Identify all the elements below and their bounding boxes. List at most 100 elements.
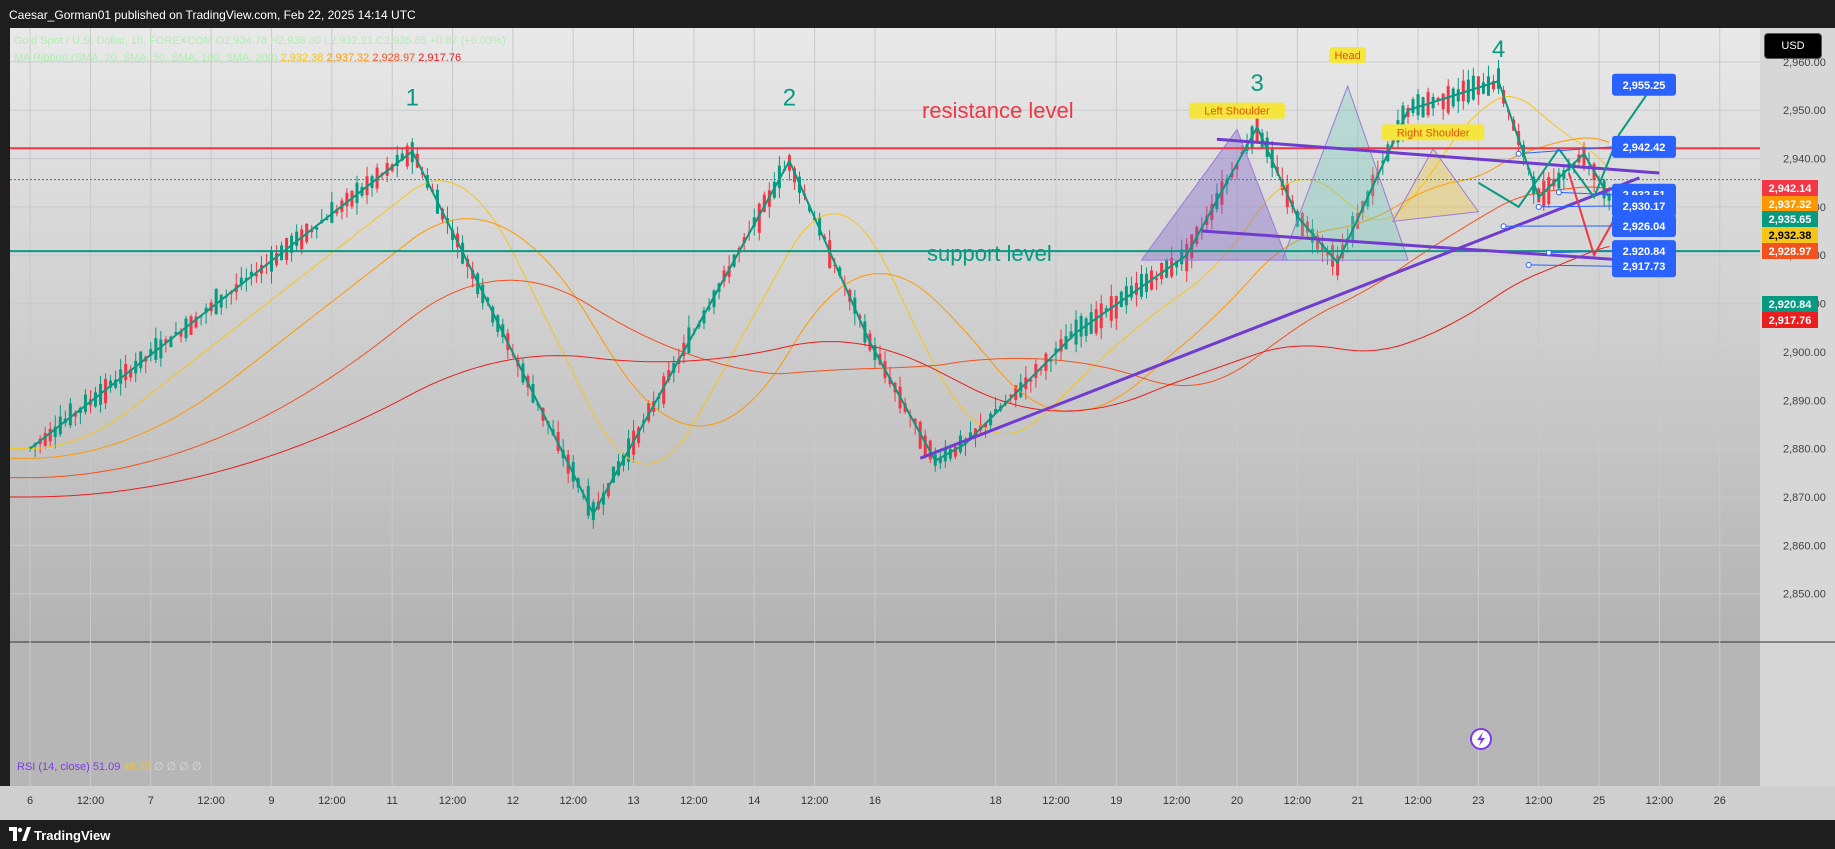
candle-body — [853, 297, 857, 314]
wave-label-4: 4 — [1492, 36, 1505, 63]
x-tick-label: 7 — [148, 795, 154, 807]
x-tick-label: 12:00 — [1404, 795, 1432, 807]
candle-body — [1497, 68, 1501, 89]
callout-anchor — [1500, 223, 1507, 230]
y-tick-label: 2,880.00 — [1783, 444, 1826, 456]
candle-body — [154, 338, 158, 360]
x-tick-label: 12:00 — [439, 795, 467, 807]
candle-body — [777, 165, 781, 189]
candle-body — [1034, 364, 1038, 379]
candle-body — [1160, 262, 1164, 279]
price-chart[interactable]: 2,850.00 2,860.00 2,870.00 2,880.00 2,890.00… — [0, 28, 1835, 820]
candle-body — [1336, 255, 1340, 276]
candle-body — [194, 316, 198, 328]
candle-body — [662, 376, 666, 405]
left-shoulder-shape — [1140, 128, 1289, 261]
candle-body — [1270, 148, 1274, 168]
lightning-icon — [1470, 728, 1492, 750]
candle-body — [818, 216, 822, 236]
ma-50-line — [10, 137, 1610, 459]
publisher-bar: Caesar_Gorman01 published on TradingView… — [0, 0, 1835, 28]
callout-box — [1612, 195, 1676, 218]
lower-neckline — [1201, 229, 1660, 264]
wave-label-3: 3 — [1250, 70, 1263, 97]
y-tick-label: 2,940.00 — [1783, 154, 1826, 166]
price-badge — [1762, 243, 1818, 259]
candle-body — [68, 403, 72, 426]
price-badge-label: 2,937.32 — [1769, 199, 1812, 211]
right-shoulder-label: Right Shoulder — [1397, 127, 1470, 139]
callout-label: 2,930.17 — [1623, 201, 1666, 213]
callout-anchor — [1525, 261, 1532, 268]
x-tick-label: 12:00 — [1525, 795, 1553, 807]
candle-body — [707, 306, 711, 310]
symbol-title: Gold Spot / U.S. Dollar, 1h, FOREXCOM — [14, 35, 213, 47]
candle-body — [752, 217, 756, 227]
candle-body — [1134, 282, 1138, 295]
right-shoulder-label-box — [1381, 124, 1485, 141]
candle-body — [1421, 97, 1425, 118]
candle-body — [330, 202, 334, 223]
y-tick-label: 2,950.00 — [1783, 105, 1826, 117]
candle-body — [1104, 308, 1108, 311]
symbol-legend: Gold Spot / U.S. Dollar, 1h, FOREXCOM O2… — [14, 35, 506, 47]
candle-body — [742, 237, 746, 244]
candle-body — [93, 392, 97, 407]
candle-body — [385, 162, 389, 176]
price-badge — [1762, 211, 1818, 227]
x-tick-label: 11 — [386, 795, 397, 807]
x-tick-label: 23 — [1472, 795, 1484, 807]
x-tick-label: 12 — [507, 795, 519, 807]
candle-body — [1310, 228, 1314, 243]
x-tick-label: 12:00 — [197, 795, 225, 807]
candle-body — [727, 266, 731, 278]
x-tick-label: 6 — [27, 795, 33, 807]
price-badge — [1762, 296, 1818, 312]
left-border — [0, 28, 10, 786]
candle-body — [1084, 318, 1088, 336]
resistance-level-label: resistance level — [922, 98, 1074, 123]
candle-body — [828, 240, 832, 269]
callout-box — [1612, 73, 1676, 96]
candle-body — [1411, 99, 1415, 113]
candle-body — [1481, 82, 1485, 94]
right-shoulder-shape — [1391, 147, 1480, 222]
x-tick-label: 21 — [1352, 795, 1364, 807]
x-tick-label: 16 — [869, 795, 881, 807]
x-tick-label: 12:00 — [1163, 795, 1191, 807]
wave-label-1: 1 — [406, 84, 419, 111]
candle-body — [1170, 258, 1174, 277]
candle-body — [239, 277, 243, 286]
price-badge — [1762, 196, 1818, 212]
candle-body — [325, 218, 329, 221]
callout-box — [1612, 255, 1676, 278]
candle-body — [913, 418, 917, 425]
ma-20-line — [10, 95, 1610, 465]
candle-body — [335, 209, 339, 214]
callout-leader — [1548, 250, 1613, 254]
candle-body — [923, 435, 927, 456]
candle-body — [1300, 213, 1304, 236]
tradingview-brand: TradingView — [34, 828, 111, 843]
candle-body — [310, 229, 314, 233]
price-badge-label: 2,928.97 — [1769, 246, 1812, 258]
rsi-value: 51.09 — [92, 761, 121, 773]
currency-button[interactable]: USD — [1764, 33, 1822, 59]
rsi-pane-background — [10, 642, 1760, 786]
price-badge-label: 2,935.65 — [1769, 214, 1812, 226]
candle-body — [1446, 85, 1450, 113]
candle-body — [249, 271, 253, 276]
left-shoulder-label-box — [1189, 102, 1285, 119]
x-tick-label: 12:00 — [801, 795, 829, 807]
low-value: L2,932.21 — [324, 35, 373, 47]
candle-body — [1139, 274, 1143, 297]
candle-body — [1009, 394, 1013, 397]
high-value: H2,938.30 — [270, 35, 321, 47]
candle-body — [1381, 160, 1385, 164]
close-value: C2,935.65 — [376, 35, 427, 47]
candle-body — [1185, 244, 1189, 272]
candle-body — [1321, 243, 1324, 251]
ma-ribbon-label: MA Ribbon (SMA, 20, SMA, 50, SMA, 100, S… — [14, 52, 278, 64]
callout-box — [1612, 215, 1676, 238]
candle-body — [1451, 88, 1455, 107]
